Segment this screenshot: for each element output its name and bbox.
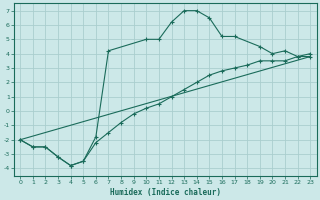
X-axis label: Humidex (Indice chaleur): Humidex (Indice chaleur)	[110, 188, 221, 197]
